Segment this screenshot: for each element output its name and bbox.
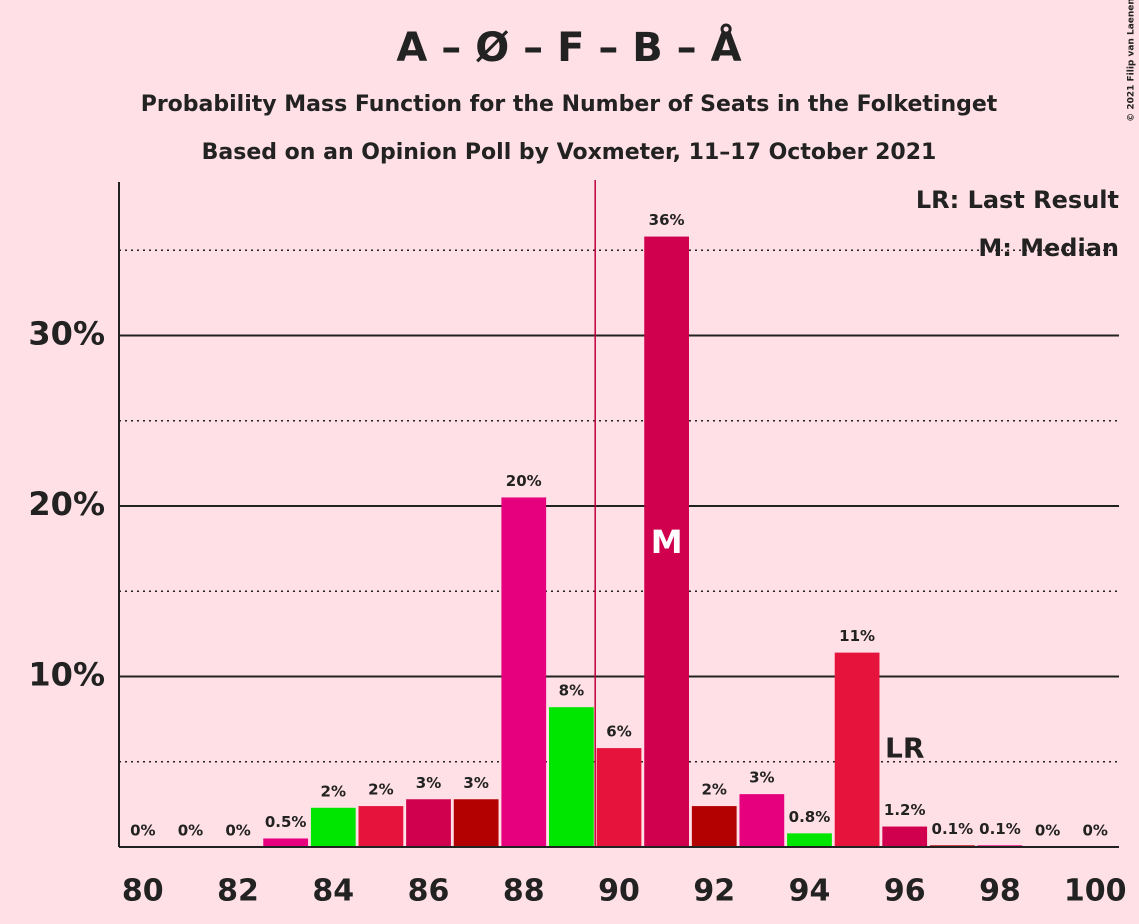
x-tick-label: 82: [217, 874, 259, 909]
value-label: 0.8%: [789, 808, 831, 826]
value-label: 36%: [649, 211, 685, 229]
value-label: 0%: [225, 822, 250, 840]
value-label: 2%: [702, 781, 727, 799]
x-tick-label: 96: [884, 874, 926, 909]
value-label: 3%: [749, 769, 774, 787]
y-tick-label: 20%: [28, 485, 105, 523]
value-label: 6%: [606, 723, 631, 741]
legend-entry: M: Median: [978, 234, 1119, 262]
bar: [549, 707, 594, 847]
value-label: 3%: [416, 774, 441, 792]
value-label: 0.1%: [979, 820, 1021, 838]
x-tick-label: 92: [693, 874, 735, 909]
bar: [501, 497, 547, 847]
value-label: 0.5%: [265, 813, 307, 831]
x-tick-label: 98: [979, 874, 1021, 909]
last-result-marker: LR: [885, 732, 924, 765]
value-label: 8%: [559, 682, 584, 700]
value-label: 0.1%: [932, 820, 974, 838]
legend-entry: LR: Last Result: [916, 186, 1119, 214]
value-label: 0%: [1035, 822, 1060, 840]
x-tick-label: 94: [789, 874, 831, 909]
value-label: 20%: [506, 472, 542, 490]
bar: [406, 799, 451, 847]
value-label: 0%: [130, 822, 155, 840]
chart-subtitle: Based on an Opinion Poll by Voxmeter, 11…: [202, 140, 937, 165]
x-tick-label: 100: [1064, 874, 1127, 909]
bar: [358, 806, 404, 847]
bar: [596, 748, 642, 847]
chart-title: A – Ø – F – B – Å: [396, 22, 741, 71]
bar: [453, 799, 499, 847]
value-label: 3%: [463, 774, 488, 792]
bar: [739, 794, 785, 847]
value-label: 2%: [321, 782, 346, 800]
value-label: 11%: [839, 627, 875, 645]
bar: [691, 806, 737, 847]
bar: [787, 833, 832, 847]
x-tick-label: 86: [408, 874, 450, 909]
bar: [882, 826, 928, 847]
x-tick-label: 88: [503, 874, 545, 909]
x-tick-label: 90: [598, 874, 640, 909]
chart-subtitle: Probability Mass Function for the Number…: [141, 92, 998, 117]
y-tick-label: 30%: [28, 314, 105, 352]
value-label: 0%: [178, 822, 203, 840]
copyright: © 2021 Filip van Laenen: [1127, 0, 1137, 122]
bar: [644, 236, 689, 848]
x-tick-label: 84: [312, 874, 354, 909]
bar: [310, 807, 356, 847]
value-label: 2%: [368, 781, 393, 799]
value-label: 0%: [1082, 822, 1107, 840]
y-tick-label: 10%: [28, 655, 105, 693]
value-label: 1.2%: [884, 801, 926, 819]
x-tick-label: 80: [122, 874, 164, 909]
bar: [263, 838, 309, 847]
median-marker: M: [651, 523, 683, 561]
bar: [834, 652, 880, 847]
